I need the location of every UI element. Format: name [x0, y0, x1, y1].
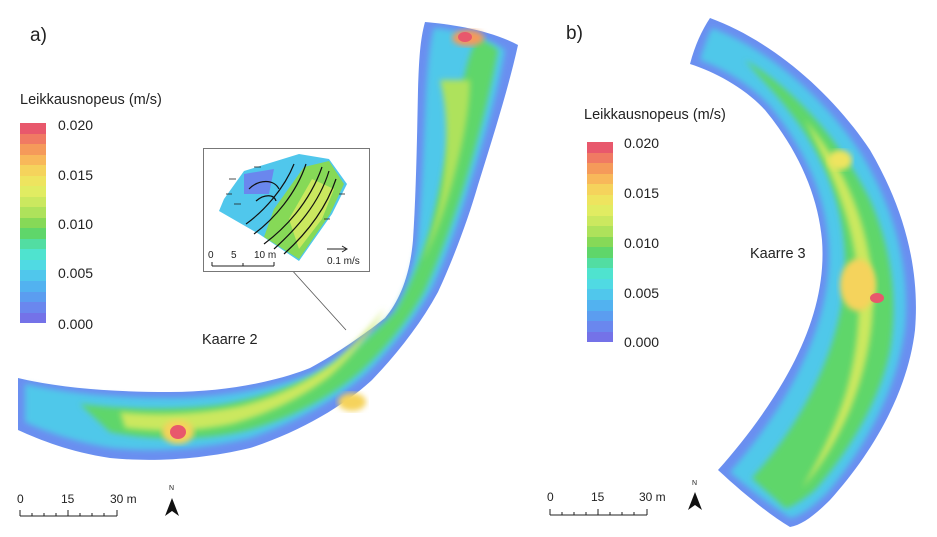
legend-tick-b-2: 0.010 [624, 235, 660, 251]
legend-swatch [20, 228, 46, 239]
hotspot-b-1 [870, 293, 884, 303]
legend-tick-a-4: 0.000 [58, 316, 94, 332]
north-label-b: N [692, 480, 698, 487]
inset-scale-tick-2: 10 m [254, 250, 277, 261]
legend-color-ramp-b [587, 142, 613, 343]
scale-tick-a-0: 0 [17, 492, 24, 506]
legend-swatch [587, 331, 613, 343]
legend-swatch [20, 249, 46, 260]
legend-swatch [587, 152, 613, 164]
legend-swatch [20, 259, 46, 271]
legend-swatch [20, 165, 46, 176]
map-panel-a: a) Leikkausnopeus (m/s) 0.020 0.015 0.01… [17, 22, 518, 517]
scale-bar-b [549, 492, 702, 516]
inset-scale-bar [211, 245, 348, 267]
bend-label-kaarre-3: Kaarre 3 [750, 246, 806, 262]
legend-swatch [587, 194, 613, 206]
legend-swatch [20, 270, 46, 281]
scale-tick-b-1: 15 [591, 490, 605, 504]
scale-tick-b-2: 30 m [639, 490, 666, 504]
inset-vector-label: 0.1 m/s [327, 256, 360, 267]
inset-scale-tick-0: 0 [208, 250, 214, 261]
panel-letter-a: a) [30, 25, 47, 46]
legend-swatch [20, 238, 46, 250]
legend-swatch [587, 268, 613, 279]
legend-swatch [20, 291, 46, 303]
legend-tick-b-1: 0.015 [624, 185, 660, 201]
legend-swatch [587, 257, 613, 269]
legend-swatch [20, 123, 46, 134]
legend-swatch [20, 144, 46, 155]
scale-bar-a [19, 510, 118, 517]
inset-vector-map [219, 154, 347, 261]
legend-swatch [20, 302, 46, 313]
legend-swatch [20, 154, 46, 166]
legend-color-ramp-a [20, 123, 46, 324]
legend-swatch [20, 280, 46, 292]
legend-swatch [587, 205, 613, 216]
inset-scale-tick-1: 5 [231, 250, 237, 261]
legend-tick-b-0: 0.020 [624, 135, 660, 151]
legend-swatch [587, 142, 613, 153]
bend-label-kaarre-2: Kaarre 2 [202, 332, 258, 348]
legend-title-b: Leikkausnopeus (m/s) [584, 107, 726, 123]
legend-tick-a-2: 0.010 [58, 216, 94, 232]
river-map-kaarre-3 [690, 18, 916, 527]
north-label-a: N [169, 485, 175, 492]
legend-title-a: Leikkausnopeus (m/s) [20, 92, 162, 108]
legend-swatch [20, 312, 46, 324]
legend-swatch [587, 163, 613, 174]
legend-swatch [20, 175, 46, 187]
legend-swatch [587, 289, 613, 300]
legend-swatch [587, 247, 613, 258]
inset-leader-line [289, 267, 347, 331]
legend-swatch [20, 217, 46, 229]
legend-tick-a-3: 0.005 [58, 265, 94, 281]
panel-letter-b: b) [566, 23, 583, 44]
legend-swatch [20, 133, 46, 145]
north-arrow-a-icon [165, 498, 179, 516]
map-panel-b: b) Leikkausnopeus (m/s) 0.020 0.015 0.01… [540, 0, 937, 537]
legend-swatch [20, 207, 46, 218]
legend-swatch [587, 215, 613, 227]
scale-tick-a-2: 30 m [110, 492, 137, 506]
river-channel-a [18, 22, 518, 460]
legend-tick-b-3: 0.005 [624, 285, 660, 301]
river-map-kaarre-2 [18, 22, 518, 460]
legend-swatch [587, 173, 613, 185]
inset-box: 0 5 10 m 0.1 m/s [203, 148, 370, 272]
legend-swatch [587, 310, 613, 322]
legend-swatch [587, 184, 613, 195]
legend-swatch [20, 196, 46, 208]
legend-swatch [587, 236, 613, 248]
legend-swatch [587, 321, 613, 332]
legend-tick-a-1: 0.015 [58, 167, 94, 183]
legend-swatch [20, 186, 46, 197]
legend-tick-a-0: 0.020 [58, 117, 94, 133]
legend-swatch [587, 299, 613, 311]
north-arrow-b-icon [688, 492, 702, 510]
legend-swatch [587, 226, 613, 237]
scale-tick-a-1: 15 [61, 492, 75, 506]
legend-swatch [587, 278, 613, 290]
legend-tick-b-4: 0.000 [624, 334, 660, 350]
scale-tick-b-0: 0 [547, 490, 554, 504]
